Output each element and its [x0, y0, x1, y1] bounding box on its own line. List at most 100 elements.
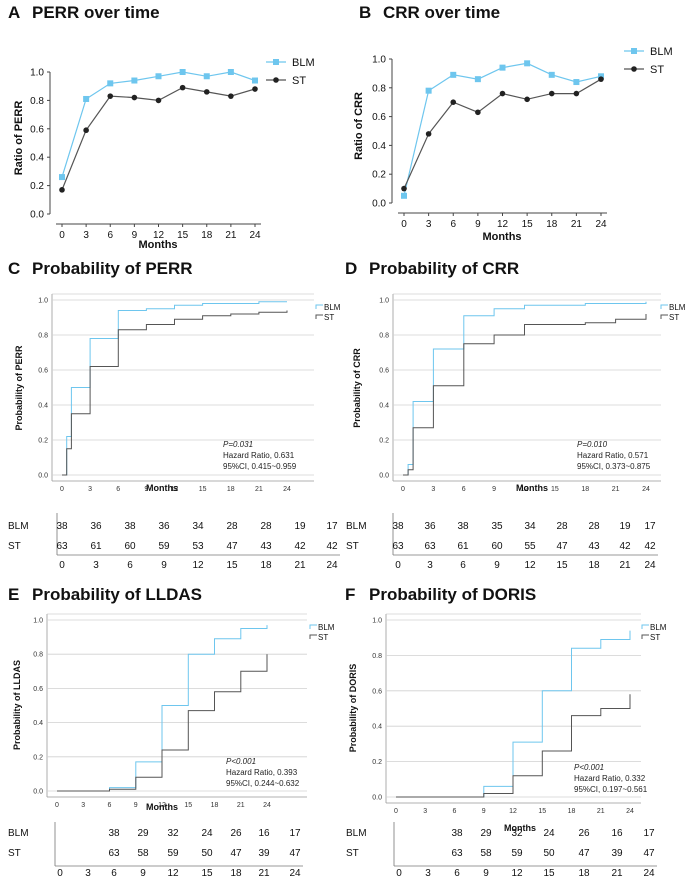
risk-time-label: 6: [454, 868, 460, 879]
legend-marker-blm: [273, 59, 279, 65]
km-curve-blm: [62, 301, 287, 476]
data-point-blm: [425, 87, 432, 94]
risk-count: 34: [524, 521, 536, 532]
risk-count: 42: [644, 541, 656, 552]
data-point-st: [573, 90, 580, 97]
data-point-blm: [598, 73, 604, 80]
panel-letter: A: [8, 3, 20, 22]
risk-count: 59: [158, 541, 170, 552]
y-tick-label: 0.4: [38, 403, 48, 410]
risk-time-label: 18: [588, 560, 600, 571]
risk-count: 61: [90, 541, 102, 552]
y-tick-label: 0.6: [379, 368, 389, 375]
risk-time-label: 0: [59, 560, 65, 571]
x-tick-label: 0: [60, 486, 64, 493]
x-axis-label: Months: [146, 483, 178, 493]
risk-count: 24: [543, 828, 555, 839]
panel-title: Probability of DORIS: [369, 585, 536, 604]
y-tick-label: 0.2: [38, 438, 48, 445]
y-tick-label: 0.4: [379, 403, 389, 410]
panel-letter: D: [345, 259, 357, 278]
risk-time-label: 6: [127, 560, 133, 571]
x-tick-label: 24: [595, 219, 607, 230]
y-axis-label: Probability of CRR: [352, 348, 362, 428]
risk-group-label: ST: [8, 848, 21, 859]
risk-count: 47: [578, 848, 590, 859]
data-point-blm: [203, 73, 210, 80]
x-tick-label: 3: [81, 802, 85, 809]
km-curve-st: [62, 310, 288, 476]
panel-letter: C: [8, 259, 20, 278]
y-axis-label: Probability of LLDAS: [12, 660, 22, 750]
legend-swatch: [309, 634, 317, 639]
legend-marker-blm: [631, 48, 637, 54]
y-tick-label: 0.0: [379, 473, 389, 480]
x-tick-label: 12: [509, 808, 517, 815]
confidence-interval: 95%CI, 0.197~0.561: [574, 785, 648, 794]
y-tick-label: 1.0: [33, 618, 43, 625]
y-tick-label: 1.0: [372, 618, 382, 625]
risk-time-label: 3: [85, 868, 91, 879]
y-axis-label: Ratio of CRR: [353, 92, 365, 160]
y-axis-label: Probability of DORIS: [348, 664, 358, 753]
risk-time-label: 3: [427, 560, 433, 571]
panel-letter: B: [359, 3, 371, 22]
x-tick-label: 3: [426, 219, 432, 230]
x-tick-label: 6: [453, 808, 457, 815]
x-tick-label: 24: [626, 808, 634, 815]
hazard-ratio: Hazard Ratio, 0.571: [577, 451, 649, 460]
y-tick-label: 0.6: [33, 686, 43, 693]
y-tick-label: 0.0: [38, 473, 48, 480]
km-curve-blm: [57, 625, 268, 792]
y-tick-label: 0.8: [38, 333, 48, 340]
data-point-blm: [155, 73, 162, 80]
risk-count: 17: [289, 828, 301, 839]
risk-time-label: 15: [543, 868, 555, 879]
risk-count: 32: [167, 828, 179, 839]
risk-group-label: ST: [8, 541, 21, 552]
data-point-blm: [252, 77, 258, 84]
risk-group-label: ST: [346, 541, 359, 552]
data-point-blm: [474, 76, 481, 83]
risk-time-label: 6: [111, 868, 117, 879]
legend-label-blm: BLM: [669, 303, 686, 312]
data-point-blm: [524, 60, 531, 67]
risk-time-label: 3: [425, 868, 431, 879]
y-tick-label: 0.2: [33, 754, 43, 761]
data-point-blm: [450, 71, 457, 78]
km-curve-st: [396, 694, 631, 798]
risk-count: 28: [588, 521, 600, 532]
data-point-blm: [131, 77, 138, 84]
x-tick-label: 6: [450, 219, 456, 230]
legend-marker-st: [631, 66, 637, 72]
risk-group-label: BLM: [346, 828, 367, 839]
risk-time-label: 15: [226, 560, 238, 571]
x-tick-label: 18: [211, 802, 219, 809]
risk-count: 38: [124, 521, 136, 532]
risk-time-label: 21: [619, 560, 631, 571]
data-point-st: [107, 93, 114, 99]
legend-label-st: ST: [669, 313, 679, 322]
data-point-st: [450, 99, 457, 105]
x-tick-label: 9: [132, 230, 138, 241]
x-tick-label: 9: [134, 802, 138, 809]
x-tick-label: 9: [492, 486, 496, 493]
legend-label-st: ST: [650, 64, 664, 76]
data-point-st: [59, 187, 65, 193]
y-tick-label: 1.0: [38, 298, 48, 305]
panel-title: CRR over time: [383, 3, 500, 22]
risk-time-label: 9: [161, 560, 167, 571]
risk-count: 50: [543, 848, 555, 859]
y-tick-label: 1.0: [379, 298, 389, 305]
y-tick-label: 0.8: [33, 652, 43, 659]
data-point-st: [228, 93, 234, 99]
confidence-interval: 95%CI, 0.244~0.632: [226, 779, 300, 788]
x-tick-label: 0: [394, 808, 398, 815]
legend-swatch: [641, 634, 649, 639]
risk-count: 47: [230, 848, 242, 859]
y-tick-label: 0.2: [379, 438, 389, 445]
x-tick-label: 12: [497, 219, 509, 230]
risk-time-label: 18: [260, 560, 272, 571]
data-point-st: [401, 185, 407, 192]
